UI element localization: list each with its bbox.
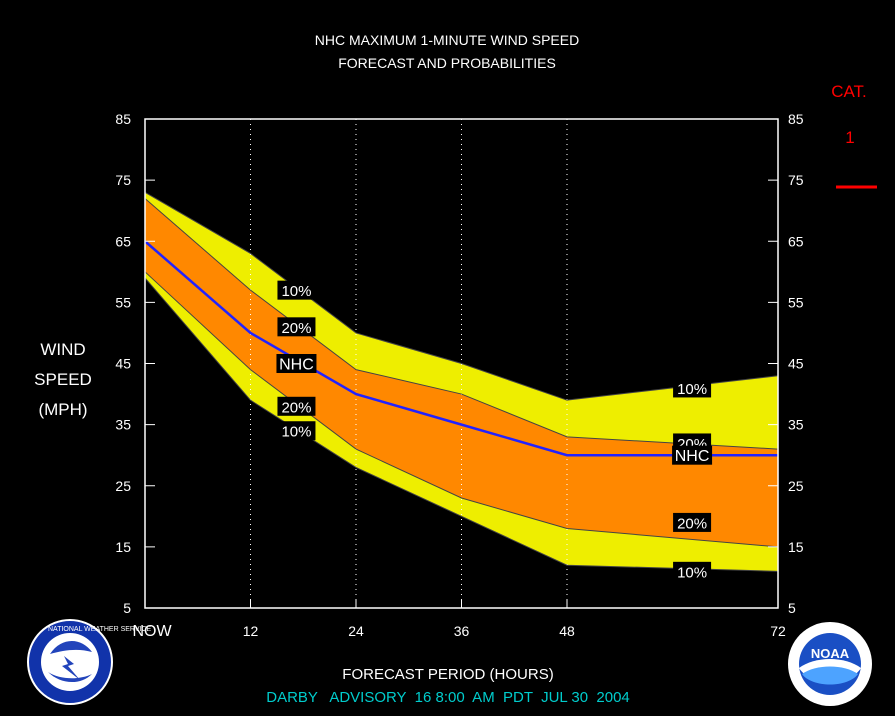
series-line-lower-20pct: [144, 271, 779, 548]
series-label-box: [673, 512, 712, 532]
x-tick-label: 24: [348, 623, 364, 639]
series-label: NHC: [675, 448, 710, 465]
y-tick-label-right: 15: [788, 539, 804, 555]
series-line-upper-10pct: [144, 191, 779, 401]
y-tick-label-right: 45: [788, 356, 804, 372]
noaa-logo-icon: NOAA: [788, 622, 872, 706]
nws-logo-icon: NATIONAL WEATHER SERVICE: [27, 619, 152, 705]
y-axis-title-line3: (MPH): [38, 400, 87, 419]
x-tick-label: NOW: [132, 623, 172, 640]
y-tick-label-right: 55: [788, 294, 804, 310]
y-axis-title-line2: SPEED: [34, 370, 92, 389]
series-label-box: [673, 561, 712, 581]
chart-title: NHC MAXIMUM 1-MINUTE WIND SPEED: [315, 32, 579, 48]
x-tick-label: 12: [243, 623, 259, 639]
y-tick-label-left: 65: [115, 233, 131, 249]
series-label: 20%: [281, 320, 311, 337]
series-label: NHC: [279, 357, 314, 374]
series-line-upper-20pct: [144, 198, 779, 450]
series-label-box: [277, 317, 316, 337]
series-label-box: [277, 421, 316, 441]
series-label: 10%: [677, 381, 707, 398]
series-label-box: [672, 445, 713, 465]
series-label: 10%: [281, 283, 311, 300]
y-tick-label-right: 5: [788, 600, 796, 616]
y-axis-title-line1: WIND: [40, 340, 85, 359]
nws-logo-text: NATIONAL WEATHER SERVICE: [48, 626, 152, 633]
y-tick-label-right: 25: [788, 478, 804, 494]
y-tick-label-left: 45: [115, 356, 131, 372]
series-label: 20%: [677, 515, 707, 532]
y-tick-label-left: 15: [115, 539, 131, 555]
x-axis-title: FORECAST PERIOD (HOURS): [342, 666, 553, 683]
y-tick-label-right: 85: [788, 111, 804, 127]
y-tick-label-right: 65: [788, 233, 804, 249]
y-tick-label-left: 55: [115, 294, 131, 310]
noaa-logo-text: NOAA: [811, 646, 850, 661]
y-tick-label-right: 75: [788, 172, 804, 188]
x-tick-label: 36: [454, 623, 470, 639]
y-tick-label-right: 35: [788, 417, 804, 433]
series-label-box: [277, 280, 316, 300]
probability-band-20pct: [145, 198, 778, 547]
y-tick-label-left: 25: [115, 478, 131, 494]
series-label: 20%: [281, 399, 311, 416]
series-label-box: [276, 354, 317, 373]
series-line-lower-10pct: [144, 277, 779, 572]
category-label: CAT.: [831, 82, 867, 101]
x-tick-label: 48: [559, 623, 575, 639]
category-value: 1: [845, 128, 854, 147]
y-tick-label-left: 75: [115, 172, 131, 188]
y-tick-label-left: 85: [115, 111, 131, 127]
chart-subtitle: FORECAST AND PROBABILITIES: [338, 55, 556, 71]
series-label-box: [277, 396, 316, 416]
advisory-footer: DARBY ADVISORY 16 8:00 AM PDT JUL 30 200…: [266, 689, 630, 706]
series-line-nhc: [144, 240, 778, 457]
series-label: 10%: [281, 424, 311, 441]
y-tick-label-left: 5: [123, 600, 131, 616]
series-label: 10%: [677, 564, 707, 581]
x-tick-label: 72: [770, 623, 786, 639]
y-tick-label-left: 35: [115, 417, 131, 433]
series-label-box: [673, 378, 712, 398]
